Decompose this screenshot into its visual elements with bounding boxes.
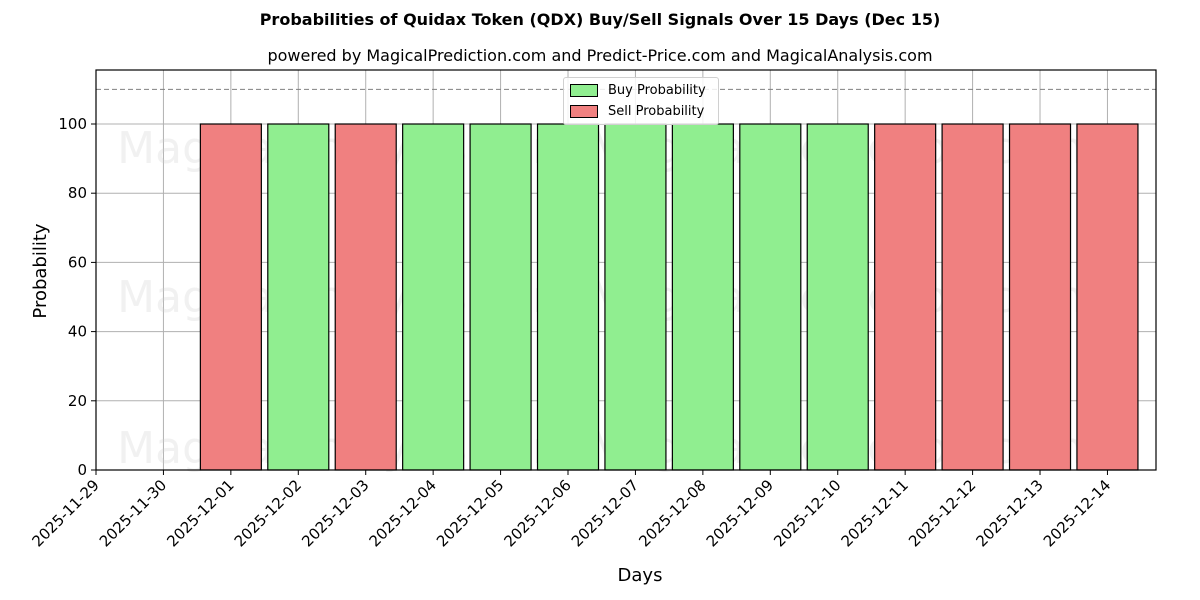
sell-bar xyxy=(334,123,397,471)
x-tick-label: 2025-12-03 xyxy=(298,476,372,550)
y-tick-label: 100 xyxy=(58,115,87,133)
plot-frame xyxy=(95,69,1157,471)
x-tick-label: 2025-12-12 xyxy=(905,476,979,550)
bars xyxy=(199,123,1139,471)
x-tick-label: 2025-11-30 xyxy=(96,476,170,550)
legend-buy-label: Buy Probability xyxy=(608,82,706,98)
sell-bar xyxy=(1076,123,1139,471)
buy-swatch-icon xyxy=(570,83,598,97)
x-tick-label: 2025-12-09 xyxy=(703,476,777,550)
sell-bar xyxy=(199,123,262,471)
buy-bar xyxy=(536,123,600,471)
buy-bar xyxy=(671,123,734,471)
sell-bar xyxy=(941,123,1004,471)
buy-bar xyxy=(402,123,465,471)
buy-bar xyxy=(739,123,802,471)
legend-item-buy: Buy Probability xyxy=(570,82,706,98)
x-tick-label: 2025-12-04 xyxy=(366,476,440,550)
x-tick-label: 2025-12-14 xyxy=(1040,476,1114,550)
y-axis-ticks: 0 20 40 60 80 100 xyxy=(58,115,96,479)
x-tick-label: 2025-12-07 xyxy=(568,476,642,550)
y-axis-label: Probability xyxy=(30,223,51,318)
x-tick-label: 2025-12-08 xyxy=(635,476,709,550)
x-tick-label: 2025-12-10 xyxy=(770,476,844,550)
x-tick-label: 2025-12-11 xyxy=(838,476,912,550)
x-tick-label: 2025-12-02 xyxy=(231,476,305,550)
x-axis-ticks: 2025-11-292025-11-302025-12-012025-12-02… xyxy=(28,470,1114,550)
legend: Buy Probability Sell Probability xyxy=(563,77,719,125)
watermarks: MagicalAnalysis.comMagicalPrediction.com… xyxy=(117,123,1083,474)
y-tick-label: 80 xyxy=(68,184,87,202)
x-tick-label: 2025-12-05 xyxy=(433,476,507,550)
x-tick-label: 2025-12-13 xyxy=(972,476,1046,550)
buy-bar xyxy=(469,123,532,471)
chart-title: Probabilities of Quidax Token (QDX) Buy/… xyxy=(259,10,941,29)
buy-bar xyxy=(267,123,330,471)
y-tick-label: 0 xyxy=(77,461,87,479)
legend-item-sell: Sell Probability xyxy=(570,103,704,119)
sell-bar xyxy=(874,123,937,471)
sell-bar xyxy=(1008,123,1072,471)
chart-subtitle: powered by MagicalPrediction.com and Pre… xyxy=(267,46,933,65)
sell-swatch-icon xyxy=(570,104,598,118)
x-tick-label: 2025-11-29 xyxy=(28,476,102,550)
buy-bar xyxy=(604,123,667,471)
legend-sell-label: Sell Probability xyxy=(608,103,705,119)
x-axis-label: Days xyxy=(618,565,663,586)
y-tick-label: 40 xyxy=(68,323,87,341)
buy-bar xyxy=(806,123,869,471)
x-tick-label: 2025-12-06 xyxy=(500,476,574,550)
y-tick-label: 60 xyxy=(68,253,87,271)
y-tick-label: 20 xyxy=(68,392,87,410)
x-tick-label: 2025-12-01 xyxy=(163,476,237,550)
